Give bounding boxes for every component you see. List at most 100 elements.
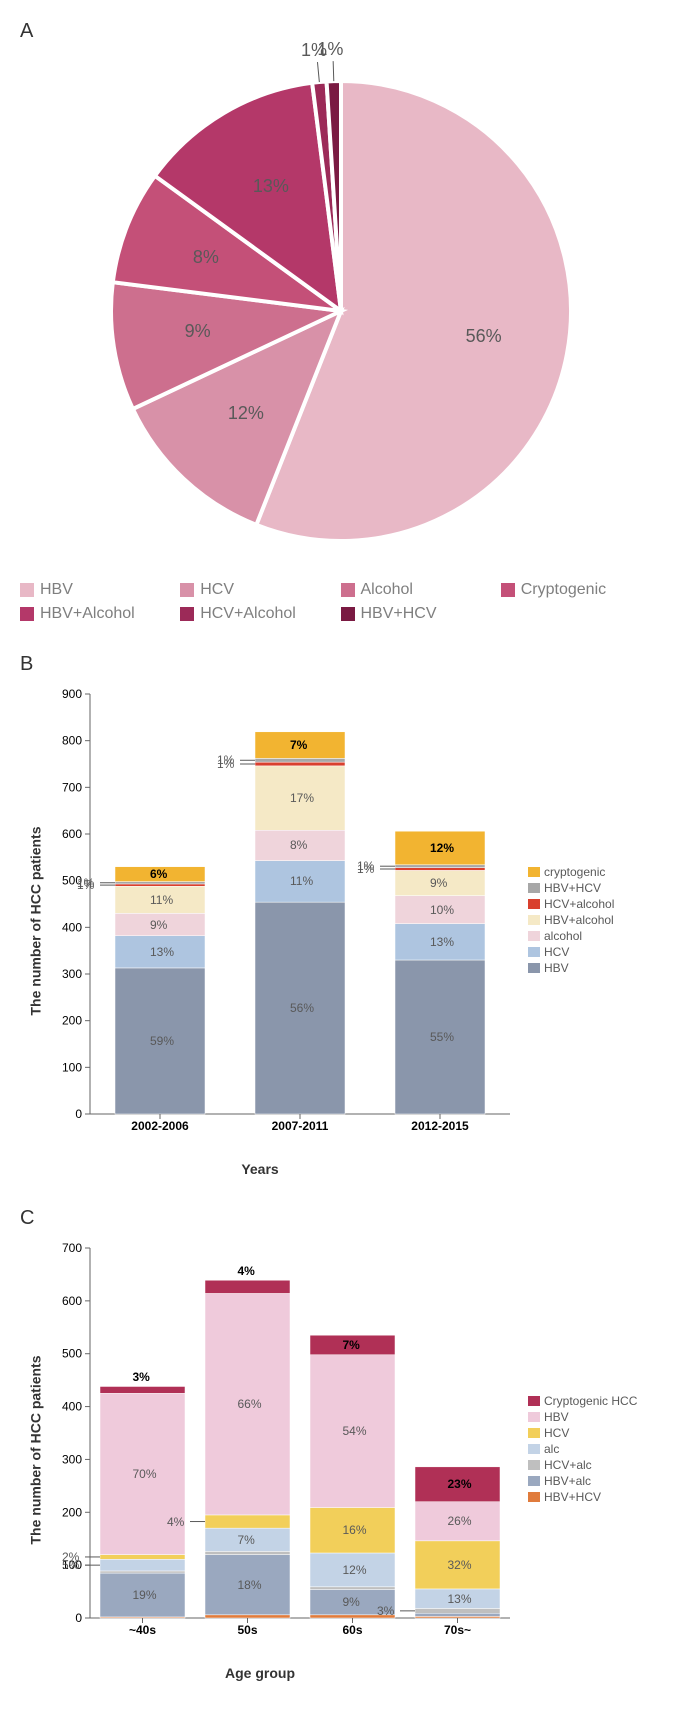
pie-legend: HBVHCVAlcoholCryptogenicHBV+AlcoholHCV+A…	[20, 581, 661, 623]
bar-seg	[395, 865, 485, 868]
bar-seg-label: 2%	[62, 1550, 79, 1564]
bar-seg	[415, 1608, 500, 1613]
bar-seg-label: 11%	[150, 893, 173, 907]
bar-legend-item: HBV+alcohol	[528, 913, 614, 927]
chart-b-xtitle: Years	[50, 1161, 470, 1177]
bar-seg	[395, 868, 485, 871]
pie-legend-item: HCV+Alcohol	[180, 605, 340, 623]
pie-legend-item: HBV	[20, 581, 180, 599]
pie-legend-item: HBV+Alcohol	[20, 605, 180, 623]
bar-seg	[255, 762, 345, 766]
bar-seg-label: 10%	[430, 903, 454, 917]
bar-seg	[100, 1386, 185, 1393]
bar-seg-label: 9%	[343, 1595, 360, 1609]
bar-seg-label: 3%	[377, 1604, 394, 1618]
svg-text:2002-2006: 2002-2006	[131, 1119, 189, 1133]
bar-legend-item: HCV+alcohol	[528, 897, 614, 911]
bar-legend-item: HCV+alc	[528, 1458, 637, 1472]
bar-seg-label: 23%	[448, 1477, 472, 1491]
bar-seg-label: 7%	[343, 1338, 360, 1352]
svg-text:2012-2015: 2012-2015	[411, 1119, 469, 1133]
bar-seg-label: 18%	[238, 1578, 262, 1592]
bar-legend-item: HBV	[528, 961, 614, 975]
svg-text:300: 300	[62, 1452, 82, 1466]
bar-seg	[255, 758, 345, 762]
chart-b-ytitle: The number of HCC patients	[27, 826, 43, 1015]
bar-seg-label: 54%	[343, 1424, 367, 1438]
svg-text:2007-2011: 2007-2011	[272, 1119, 329, 1133]
bar-seg-label: 19%	[133, 1588, 157, 1602]
pie-legend-item: HBV+HCV	[341, 605, 501, 623]
chart-c-legend: Cryptogenic HCCHBVHCValcHCV+alcHBV+alcHB…	[520, 1394, 637, 1506]
bar-seg-label: 55%	[430, 1030, 454, 1044]
bar-seg	[205, 1615, 290, 1618]
bar-seg	[115, 882, 205, 884]
pie-legend-item: HCV	[180, 581, 340, 599]
bar-seg-label: 1%	[217, 753, 234, 767]
bar-seg-label: 9%	[150, 918, 167, 932]
bar-seg	[100, 1571, 185, 1573]
bar-seg-label: 7%	[238, 1533, 255, 1547]
chart-c-ytitle: The number of HCC patients	[27, 1355, 43, 1544]
svg-text:50s: 50s	[237, 1623, 257, 1637]
bar-seg-label: 70%	[133, 1467, 157, 1481]
svg-text:0: 0	[75, 1611, 82, 1625]
bar-seg-label: 8%	[290, 838, 307, 852]
bar-seg-label: 9%	[430, 876, 447, 890]
bar-seg-label: 13%	[150, 945, 174, 959]
bar-seg-label: 3%	[133, 1370, 150, 1384]
bar-seg-label: 26%	[448, 1514, 472, 1528]
pie-legend-item: Alcohol	[341, 581, 501, 599]
bar-seg-label: 1%	[357, 859, 374, 873]
pie-slice-label: 12%	[228, 403, 264, 424]
bar-seg-label: 6%	[150, 867, 167, 881]
bar-legend-item: HBV+HCV	[528, 1490, 637, 1504]
bar-seg	[415, 1613, 500, 1616]
pie-slice-label: 8%	[193, 247, 219, 268]
bar-legend-item: HBV+alc	[528, 1474, 637, 1488]
panel-c-label: C	[20, 1207, 661, 1230]
bar-legend-item: alcohol	[528, 929, 614, 943]
bar-seg	[115, 884, 205, 886]
svg-text:700: 700	[62, 780, 82, 794]
bar-legend-item: HBV	[528, 1410, 637, 1424]
pie-slice-label: 1%	[317, 39, 343, 60]
bar-seg	[310, 1587, 395, 1590]
bar-legend-item: HCV	[528, 945, 614, 959]
svg-text:400: 400	[62, 1400, 82, 1414]
pie-slice-label: 13%	[253, 176, 289, 197]
svg-text:200: 200	[62, 1505, 82, 1519]
bar-seg-label: 13%	[448, 1592, 472, 1606]
bar-seg-label: 59%	[150, 1034, 174, 1048]
bar-legend-item: HBV+HCV	[528, 881, 614, 895]
svg-text:800: 800	[62, 734, 82, 748]
bar-seg-label: 13%	[430, 935, 454, 949]
chart-c-row: The number of HCC patients 0100200300400…	[20, 1238, 661, 1661]
svg-text:600: 600	[62, 1294, 82, 1308]
bar-seg-label: 12%	[430, 841, 454, 855]
bar-seg-label: 11%	[290, 874, 313, 888]
bar-seg-label: 32%	[448, 1558, 472, 1572]
pie-chart-a: 56%12%9%8%13%1%1%	[81, 51, 601, 571]
svg-text:~40s: ~40s	[129, 1623, 156, 1637]
svg-text:500: 500	[62, 1347, 82, 1361]
bar-seg-label: 66%	[238, 1397, 262, 1411]
bar-seg	[205, 1515, 290, 1528]
bar-seg	[100, 1559, 185, 1571]
svg-text:600: 600	[62, 827, 82, 841]
svg-text:60s: 60s	[342, 1623, 362, 1637]
chart-c-xtitle: Age group	[50, 1665, 470, 1681]
bar-seg-label: 56%	[290, 1001, 314, 1015]
svg-text:70s~: 70s~	[444, 1623, 471, 1637]
bar-legend-item: Cryptogenic HCC	[528, 1394, 637, 1408]
bar-seg-label: 12%	[343, 1563, 367, 1577]
svg-text:100: 100	[62, 1060, 82, 1074]
bar-seg-label: 4%	[167, 1515, 184, 1529]
bar-seg-label: 16%	[343, 1523, 367, 1537]
bar-legend-item: alc	[528, 1442, 637, 1456]
panel-b-label: B	[20, 653, 661, 676]
svg-text:700: 700	[62, 1241, 82, 1255]
svg-text:0: 0	[75, 1107, 82, 1121]
bar-seg-label: 17%	[290, 791, 314, 805]
chart-b-legend: cryptogenicHBV+HCVHCV+alcoholHBV+alcohol…	[520, 865, 614, 977]
